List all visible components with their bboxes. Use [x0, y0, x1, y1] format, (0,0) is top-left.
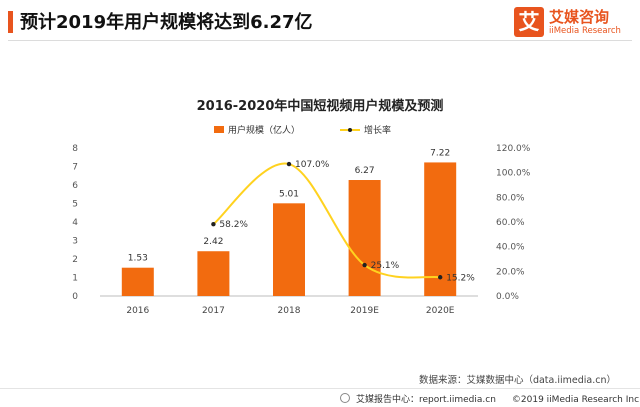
footer-report-link[interactable]: 艾媒报告中心：report.iimedia.cn — [356, 395, 496, 405]
bar — [121, 267, 154, 296]
bar-value-label: 1.53 — [128, 254, 148, 264]
footer-copyright: ©2019 iiMedia Research Inc — [511, 395, 640, 405]
y-right-tick-label: 100.0% — [496, 169, 531, 179]
x-tick-label: 2018 — [278, 306, 301, 316]
brand-subtitle: iiMedia Research — [549, 26, 621, 36]
legend-swatch-bars — [214, 126, 224, 133]
bar — [424, 162, 457, 296]
brand-mark-icon: 艾 — [514, 7, 544, 37]
y-left-tick-label: 1 — [72, 274, 78, 284]
growth-rate-point — [211, 222, 216, 227]
y-left-tick-label: 2 — [72, 255, 78, 265]
y-right-tick-label: 40.0% — [496, 243, 525, 253]
y-left-tick-label: 8 — [72, 144, 78, 154]
y-right-tick-label: 60.0% — [496, 218, 525, 228]
y-left-tick-label: 4 — [72, 218, 78, 228]
x-tick-label: 2019E — [350, 306, 379, 316]
footer-bar: 艾媒报告中心：report.iimedia.cn ©2019 iiMedia Re… — [0, 388, 640, 407]
y-left-tick-label: 0 — [72, 292, 78, 302]
growth-rate-point — [362, 262, 367, 268]
x-tick-label: 2016 — [126, 306, 149, 316]
growth-rate-point — [286, 161, 292, 167]
growth-rate-label: 15.2% — [446, 273, 475, 283]
data-source-note: 数据来源：艾媒数据中心（data.iimedia.cn） — [418, 375, 616, 386]
header-divider — [8, 40, 632, 41]
page-headline: 预计2019年用户规模将达到6.27亿 — [20, 12, 313, 33]
legend-label-line: 增长率 — [364, 124, 391, 136]
legend-marker-line — [348, 128, 352, 132]
growth-rate-label: 107.0% — [295, 160, 330, 170]
x-tick-label: 2020E — [426, 306, 455, 316]
growth-rate-line — [212, 162, 441, 279]
y-left-tick-label: 6 — [72, 181, 78, 191]
y-right-tick-label: 20.0% — [496, 267, 525, 277]
y-right-tick-label: 120.0% — [496, 144, 531, 154]
legend-label-bars: 用户规模（亿人） — [228, 124, 300, 136]
growth-rate-label: 25.1% — [371, 261, 400, 271]
bar — [197, 251, 230, 296]
circle-icon — [340, 393, 350, 403]
y-left-tick-label: 3 — [72, 237, 78, 247]
headline-accent-bar — [8, 11, 13, 33]
bar-value-label: 7.22 — [430, 148, 450, 158]
y-right-tick-label: 0.0% — [496, 292, 519, 302]
bar — [273, 203, 305, 296]
y-left-tick-label: 5 — [72, 200, 78, 210]
chart-title: 2016-2020年中国短视频用户规模及预测 — [197, 98, 444, 114]
y-left-tick-label: 7 — [72, 163, 78, 173]
footer-text: 艾媒报告中心：report.iimedia.cn ©2019 iiMedia Re… — [356, 392, 639, 405]
x-tick-label: 2017 — [202, 306, 225, 316]
bar-value-label: 6.27 — [355, 166, 375, 176]
bar-value-label: 5.01 — [279, 189, 299, 199]
growth-rate-label: 58.2% — [219, 220, 248, 230]
brand-name: 艾媒咨询 — [549, 8, 610, 26]
bar-value-label: 2.42 — [203, 237, 223, 247]
growth-rate-point — [438, 275, 443, 280]
y-right-tick-label: 80.0% — [496, 193, 525, 203]
bar — [348, 180, 381, 296]
